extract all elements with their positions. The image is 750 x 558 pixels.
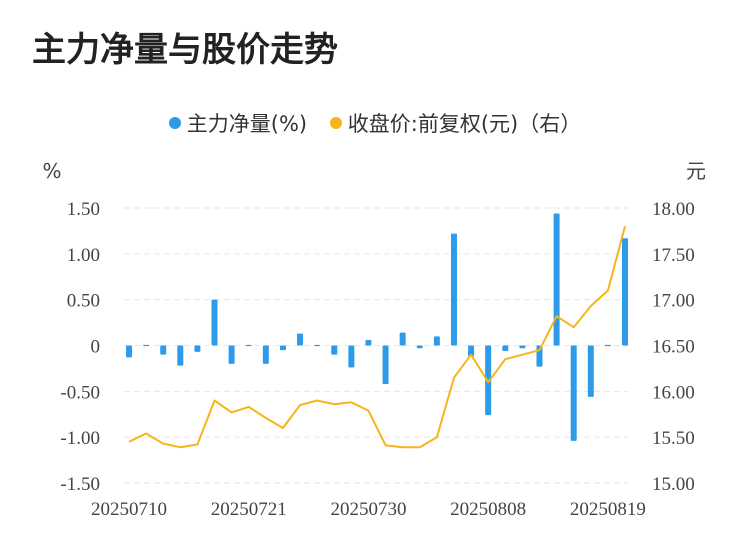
right-tick-label: 17.00 <box>652 291 695 312</box>
bar <box>297 333 304 346</box>
legend-label-net-volume: 主力净量(%) <box>186 112 308 136</box>
left-tick-label: 1.00 <box>67 245 100 266</box>
bar <box>228 345 235 364</box>
left-tick-label: -1.50 <box>60 474 100 495</box>
left-tick-label: -0.50 <box>60 382 100 403</box>
close-price-line <box>128 226 626 449</box>
x-tick-label: 20250808 <box>450 499 526 520</box>
line-series <box>128 226 626 449</box>
legend-dot-net-volume <box>168 117 181 129</box>
right-axis-ticks: 18.00 17.50 17.00 16.50 16.00 15.50 15.00 <box>652 199 695 495</box>
bar <box>262 345 269 364</box>
bar <box>211 299 218 346</box>
bar <box>450 233 457 346</box>
bar <box>365 340 372 346</box>
bar <box>622 238 628 346</box>
right-tick-label: 18.00 <box>652 199 695 220</box>
bar <box>348 345 355 368</box>
right-tick-label: 17.50 <box>652 245 695 266</box>
bar-series <box>126 213 628 441</box>
bar <box>314 344 321 347</box>
chart-title: 主力净量与股价走势 <box>32 30 338 70</box>
bar <box>143 344 150 347</box>
legend-item-close-price[interactable]: 收盘价:前复权(元)（右） <box>329 108 582 138</box>
x-tick-label: 20250710 <box>91 499 167 520</box>
bar <box>502 345 509 351</box>
left-tick-label: 1.50 <box>67 199 100 220</box>
bar <box>279 345 286 351</box>
right-tick-label: 16.00 <box>652 382 695 403</box>
bar <box>468 345 475 357</box>
right-tick-label: 15.50 <box>652 428 695 449</box>
bar <box>194 345 201 352</box>
bar <box>331 345 338 355</box>
bar <box>399 332 406 346</box>
left-axis-ticks: 1.50 1.00 0.50 0 -0.50 -1.00 -1.50 <box>60 199 100 495</box>
bar <box>553 213 560 346</box>
bar <box>433 336 440 346</box>
bar <box>416 345 423 349</box>
legend-dot-close-price <box>329 117 342 129</box>
x-tick-label: 20250730 <box>330 499 406 520</box>
left-tick-label: 0 <box>91 337 101 358</box>
left-tick-label: -1.00 <box>60 428 100 449</box>
right-tick-label: 16.50 <box>652 337 695 358</box>
left-axis-unit: % <box>42 159 61 183</box>
bar <box>382 345 389 384</box>
bar <box>604 344 611 347</box>
right-axis-unit: 元 <box>686 159 706 183</box>
bar <box>245 344 252 347</box>
bar <box>126 345 132 358</box>
left-tick-label: 0.50 <box>67 291 100 312</box>
bar <box>570 345 577 441</box>
x-tick-label: 20250819 <box>570 499 646 520</box>
bar <box>160 345 167 355</box>
legend-item-net-volume[interactable]: 主力净量(%) <box>168 108 308 138</box>
grid-lines <box>124 207 628 484</box>
x-tick-label: 20250721 <box>211 499 287 520</box>
x-axis-ticks: 20250710 20250721 20250730 20250808 20250819 <box>91 499 646 520</box>
legend-label-close-price: 收盘价:前复权(元)（右） <box>347 112 582 136</box>
bar <box>587 345 594 397</box>
right-tick-label: 15.00 <box>652 474 695 495</box>
bar <box>177 345 184 366</box>
legend: 主力净量(%) 收盘价:前复权(元)（右） <box>0 108 750 138</box>
bar <box>519 345 526 349</box>
